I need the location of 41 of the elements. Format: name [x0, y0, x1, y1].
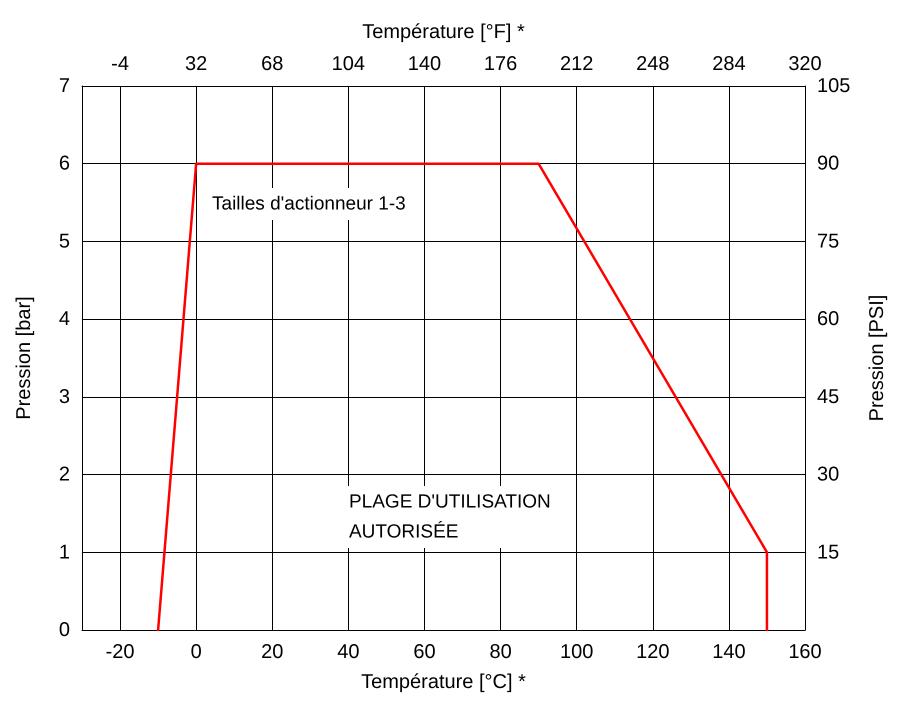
x-tick-label: 40	[337, 641, 360, 663]
y2-tick-label: 105	[817, 75, 850, 97]
y2-tick-label: 75	[817, 230, 840, 252]
y2-axis-title: Pression [PSI]	[866, 294, 888, 422]
x2-tick-label: 176	[484, 53, 518, 75]
x2-tick-label: 284	[712, 53, 746, 75]
x-tick-label: 0	[190, 641, 202, 663]
x2-tick-label: 68	[261, 53, 284, 75]
y-tick-label: 3	[58, 386, 70, 408]
y-tick-label: 5	[58, 230, 70, 252]
y2-tick-label: 30	[817, 464, 840, 486]
x-tick-label: 20	[261, 641, 284, 663]
y-tick-label: 1	[58, 541, 70, 564]
x-tick-label: 120	[636, 641, 670, 663]
y-tick-label: 0	[58, 619, 70, 641]
x2-tick-label: 104	[332, 53, 366, 75]
x2-tick-label: -4	[111, 53, 129, 75]
x2-tick-label: 140	[408, 53, 442, 75]
x2-tick-label: 212	[560, 53, 594, 75]
y-tick-label: 7	[58, 75, 70, 97]
x-tick-label: 140	[712, 641, 746, 663]
y2-tick-label: 45	[817, 386, 840, 408]
y2-tick-label: 60	[817, 308, 840, 330]
x2-tick-label: 32	[185, 53, 208, 75]
y-axis-title: Pression [bar]	[13, 296, 35, 420]
y-tick-label: 6	[58, 152, 70, 175]
x2-tick-label: 248	[636, 53, 670, 75]
annotation: Tailles d'actionneur 1-3	[212, 194, 406, 214]
x-axis-title: Température [°C] *	[361, 671, 526, 693]
x-tick-label: 80	[489, 641, 512, 663]
x-tick-label: 60	[413, 641, 436, 663]
x-tick-label: -20	[106, 641, 135, 663]
annotation: PLAGE D'UTILISATION AUTORISÉE	[349, 492, 551, 542]
y-tick-label: 4	[58, 308, 70, 330]
x2-tick-label: 320	[788, 53, 822, 75]
x-tick-label: 160	[788, 641, 822, 663]
x-tick-label: 100	[560, 641, 594, 663]
y2-tick-label: 15	[817, 541, 840, 564]
y-tick-label: 2	[58, 464, 70, 486]
y2-tick-label: 90	[817, 152, 840, 175]
x2-axis-title: Température [°F] *	[362, 21, 525, 43]
